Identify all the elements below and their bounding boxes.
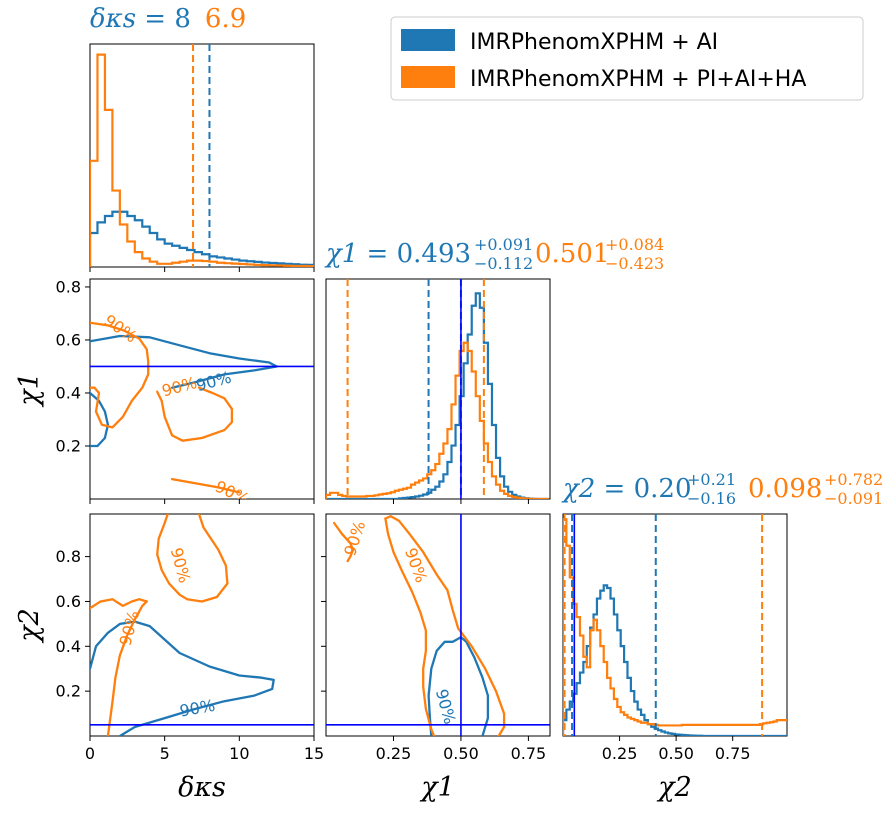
legend: IMRPhenomXPHM + AI IMRPhenomXPHM + PI+AI…	[390, 16, 864, 101]
hist-chi2-blue-group	[563, 584, 787, 736]
xaxis-dk-ticklabel-1: 5	[160, 744, 170, 763]
xaxis-chi2-ticklabel-2: 0.75	[715, 744, 751, 763]
contour-90-chi1_chi2-orange-1	[384, 515, 506, 736]
xaxis-chi1-ticklabel-0: 0.25	[376, 744, 412, 763]
hist-chi2-orange-group	[563, 518, 787, 736]
xaxis-chi2-ticklabel-0: 0.25	[602, 744, 638, 763]
panel-frame-c2_c1	[325, 513, 551, 737]
contour-90-dk_chi2-blue-0	[90, 620, 275, 736]
title-chi2-orange-val: 0.098	[748, 474, 822, 504]
hist-dk-blue-group	[90, 210, 314, 267]
ylabel-chi2: χ2	[14, 608, 45, 644]
legend-frame	[390, 16, 864, 101]
legend-swatch-pi-ai-ha	[401, 66, 455, 88]
contours-chi1_chi2: 90%90%90%	[332, 515, 506, 736]
contour-label-chi1_chi2-0: 90%	[340, 519, 369, 559]
legend-label-pi-ai-ha: IMRPhenomXPHM + PI+AI+HA	[470, 67, 806, 92]
contour-90-dk_chi2-orange-1	[106, 600, 148, 736]
yaxis-chi1-ticklabel-1: 0.4	[56, 383, 81, 402]
contour-90-chi1_chi2-orange-2	[384, 517, 436, 736]
hist-chi1-orange-group	[326, 341, 549, 499]
contour-label-dk_chi2-2: 90%	[178, 696, 216, 721]
yaxis-chi1-ticklabel-0: 0.2	[56, 436, 81, 455]
xaxis-dk-ticklabel-2: 10	[229, 744, 249, 763]
hist-chi2-blue	[563, 584, 787, 736]
title-chi2-blue-lo: −0.16	[687, 489, 736, 508]
panel-frames	[89, 43, 788, 737]
title-chi2: χ2 = 0.20	[561, 474, 692, 504]
contour-90-dk_chi1-orange-0	[90, 321, 150, 429]
panel-frame-c1_dk	[89, 278, 315, 500]
panel-frame-c1Hist	[325, 278, 551, 500]
contour-90-dk_chi1-blue-1	[90, 391, 110, 448]
yaxis-chi2-ticklabel-0: 0.2	[56, 682, 81, 701]
hist-chi1-orange	[326, 341, 549, 499]
xaxis-dk-ticklabel-0: 0	[85, 744, 95, 763]
xaxis-chi1-ticklabel-1: 0.50	[443, 744, 479, 763]
hist-chi1-blue	[326, 292, 549, 499]
hist-dk-orange	[90, 53, 314, 267]
contours-dk_chi1: 90%90%90%90%	[90, 311, 278, 509]
panel-frame-dkHist	[89, 43, 315, 268]
title-chi2-orange-up: +0.782	[824, 470, 883, 489]
legend-swatch-ai	[401, 29, 455, 51]
contour-90-dk_chi2-orange-2	[156, 514, 229, 603]
xaxis-chi1-ticklabel-2: 0.75	[511, 744, 547, 763]
xaxis-chi2-ticklabel-1: 0.50	[658, 744, 694, 763]
contours-dk_chi2: 90% 90% 90%	[90, 514, 275, 736]
ylabel-chi1: χ1	[14, 372, 45, 408]
contour-label-dk_chi2-1: 90%	[116, 608, 144, 647]
yaxis-chi1-ticklabel-3: 0.8	[56, 277, 81, 296]
legend-label-ai: IMRPhenomXPHM + AI	[470, 30, 718, 55]
contour-90-dk_chi1-orange-1	[156, 386, 234, 442]
yaxis-chi1-ticklabel-2: 0.6	[56, 330, 81, 349]
title-chi1-blue-lo: −0.112	[474, 254, 533, 273]
xlabel-chi2: χ2	[656, 772, 692, 803]
contour-90-dk_chi1-blue-0	[90, 334, 278, 389]
contour-90-dk_chi1-orange-2	[170, 477, 241, 494]
xaxis-dk-ticklabel-3: 15	[304, 744, 324, 763]
contour-90-chi1_chi2-orange-0	[332, 521, 355, 563]
yaxis-chi2-ticklabel-2: 0.6	[56, 592, 81, 611]
yaxis-chi2-ticklabel-1: 0.4	[56, 637, 81, 656]
contour-90-chi1_chi2-blue-0	[427, 636, 490, 736]
title-chi2-blue-up: +0.21	[687, 470, 736, 489]
title-chi1-orange-lo: −0.423	[605, 254, 664, 273]
title-chi1-blue-up: +0.091	[474, 235, 533, 254]
title-chi1: χ1 = 0.493	[324, 239, 471, 269]
hist-dk-blue	[90, 210, 314, 267]
contour-label-dk_chi1-1: 90%	[160, 373, 199, 401]
title-dk: δκs = 8 6.9	[90, 4, 246, 34]
contour-label-dk_chi2-0: 90%	[167, 546, 195, 585]
panel-frame-c2_dk	[89, 513, 315, 737]
hist-dk-orange-group	[90, 53, 314, 267]
contour-label-dk_chi1-3: 90%	[212, 477, 252, 509]
hist-chi1-blue-group	[326, 292, 549, 499]
hist-chi2-orange	[563, 518, 787, 736]
plot-layer: 90%90%90%90%90%90%90%90%90%90%0 5 10 15 0.25…	[56, 44, 787, 763]
xlabel-chi1: χ1	[419, 772, 455, 803]
yaxis-chi2-ticklabel-3: 0.8	[56, 547, 81, 566]
contour-label-chi1_chi2-2: 90%	[432, 687, 460, 726]
title-chi2-orange-lo: −0.091	[824, 489, 883, 508]
contour-label-dk_chi1-0: 90%	[100, 311, 140, 347]
contour-label-dk_chi1-2: 90%	[194, 368, 233, 396]
contour-90-dk_chi2-orange-0	[90, 598, 148, 610]
title-chi1-orange-up: +0.084	[605, 235, 664, 254]
xlabel-dk: δκs	[178, 772, 226, 803]
title-chi1-orange-val: 0.501	[535, 239, 609, 269]
